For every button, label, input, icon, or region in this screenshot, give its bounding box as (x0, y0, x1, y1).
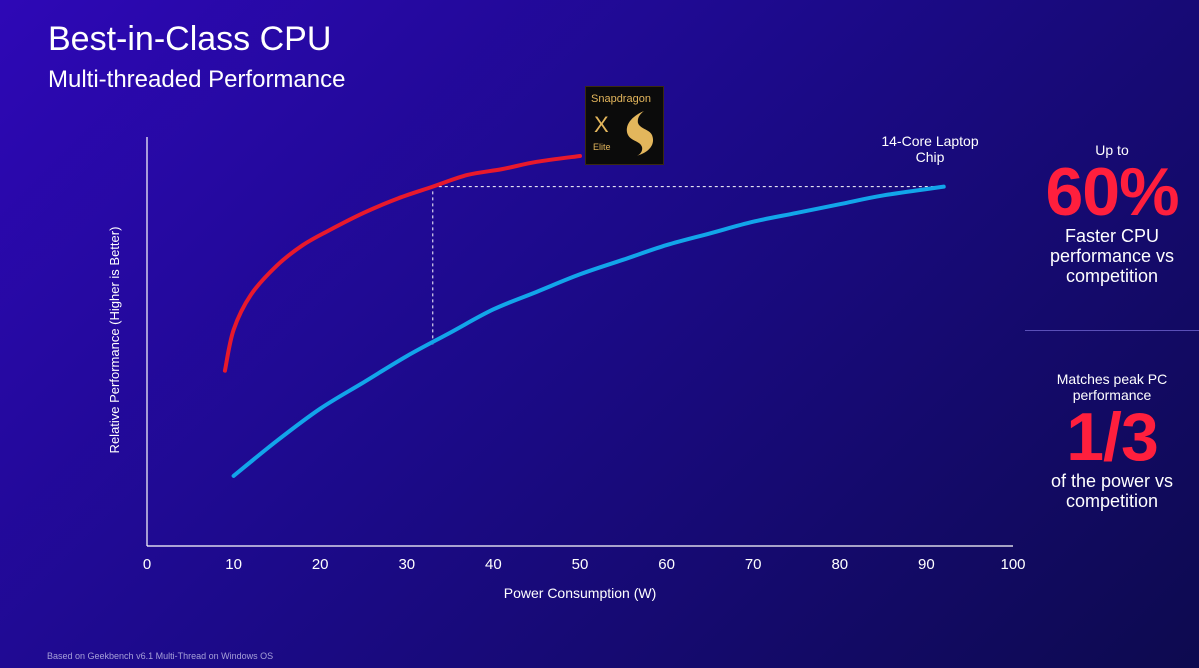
logo-model-elite: Elite (593, 142, 611, 152)
callout-bottom-post: of the power vs competition (1050, 471, 1174, 511)
x-tick-label: 70 (745, 556, 762, 573)
callout-one-third-power: Matches peak PC performance 1/3 of the p… (1025, 371, 1199, 511)
x-tick-label: 20 (312, 556, 329, 573)
x-tick-label: 50 (572, 556, 589, 573)
x-tick-label: 10 (225, 556, 242, 573)
x-tick-label: 0 (143, 556, 151, 573)
snapdragon-mark-icon (626, 111, 654, 156)
x-tick-label: 40 (485, 556, 502, 573)
callout-top-post: Faster CPU performance vs competition (1049, 226, 1175, 286)
page-subtitle: Multi-threaded Performance (48, 66, 346, 93)
callout-bottom-value: 1/3 (1066, 399, 1159, 475)
x-axis-label: Power Consumption (W) (504, 585, 657, 601)
page-title: Best-in-Class CPU (48, 20, 332, 58)
series-line-snapdragon-x-elite (222, 153, 582, 373)
y-axis-label: Relative Performance (Higher is Better) (107, 227, 122, 454)
snapdragon-x-elite-logo: Snapdragon X Elite (585, 86, 664, 165)
series-line-14-core-laptop-chip (231, 184, 946, 478)
x-tick-label: 80 (831, 556, 848, 573)
logo-model-x: X (594, 112, 609, 137)
footnote: Based on Geekbench v6.1 Multi-Thread on … (47, 651, 274, 661)
callout-top-value: 60% (1045, 154, 1179, 230)
callout-bottom-pre: Matches peak PC performance (1056, 371, 1168, 403)
callout-divider (1025, 330, 1199, 331)
logo-brand: Snapdragon (591, 93, 651, 105)
series-label-14-core: 14-Core Laptop Chip (881, 133, 979, 165)
callout-top-pre: Up to (1095, 142, 1129, 158)
x-tick-label: 30 (398, 556, 415, 573)
callout-60-percent: Up to 60% Faster CPU performance vs comp… (1025, 142, 1199, 286)
x-tick-label: 60 (658, 556, 675, 573)
x-tick-label: 90 (918, 556, 935, 573)
x-tick-label: 100 (1000, 556, 1025, 573)
